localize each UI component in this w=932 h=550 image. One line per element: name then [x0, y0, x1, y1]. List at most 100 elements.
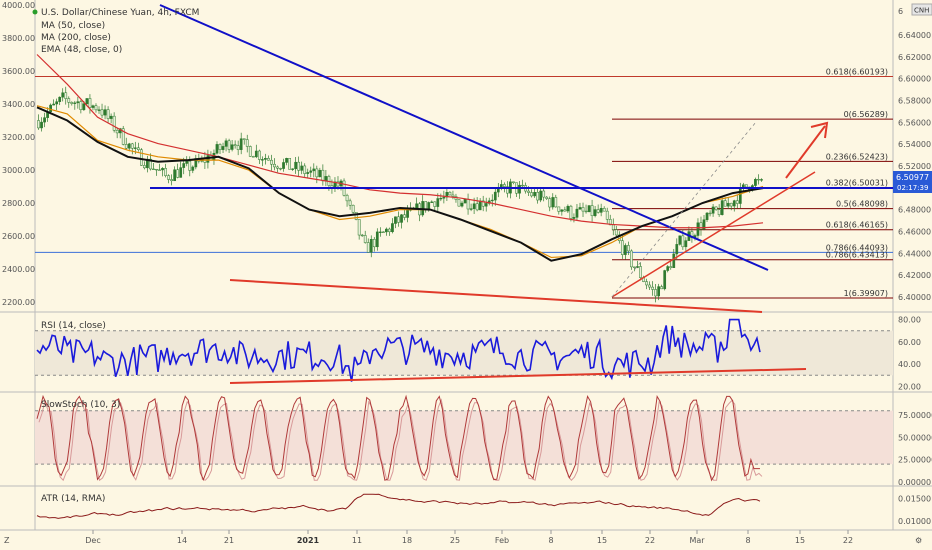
candle-body: [315, 168, 319, 178]
candle-body: [348, 200, 352, 206]
rsi-tick-label: 40.00: [898, 360, 921, 369]
blue-descending-trendline[interactable]: [159, 4, 769, 271]
candle-body: [321, 169, 325, 182]
candle-body: [593, 209, 597, 217]
price-right-tick-label: 6.52000: [898, 162, 931, 171]
fib-level-label: 0.5(6.48098): [836, 200, 888, 209]
candle-body: [645, 281, 648, 286]
candle-body: [191, 166, 195, 171]
indicator-legend-2[interactable]: MA (200, close): [41, 33, 111, 43]
x-tick-label: Mar: [689, 536, 705, 545]
stoch-tick-label: 25.00000: [898, 456, 932, 465]
fib-level-label: 0.786(6.43413): [826, 251, 888, 260]
candle-body: [675, 244, 679, 255]
candle-body: [357, 219, 361, 236]
candle-body: [345, 195, 349, 202]
candle-body: [448, 191, 452, 196]
price-right-tick-label: 6.42000: [898, 271, 931, 280]
candle-body: [143, 165, 146, 169]
x-tick-label: 2021: [297, 536, 320, 545]
settings-icon[interactable]: ⚙: [915, 536, 922, 545]
price-left-tick-label: 3200.00: [2, 133, 35, 142]
stoch-signal-line[interactable]: [38, 398, 763, 482]
x-tick-label: Dec: [85, 536, 100, 545]
x-tick-label: 8: [548, 536, 553, 545]
candle-body: [218, 144, 222, 150]
candle-body: [518, 184, 521, 194]
candle-body: [58, 96, 62, 102]
candle-body: [451, 194, 455, 197]
atr-legend[interactable]: ATR (14, RMA): [41, 494, 105, 504]
candle-body: [493, 191, 497, 201]
candle-body: [70, 102, 74, 104]
candle-body: [545, 196, 549, 199]
atr-tick-label: 0.01500: [898, 495, 931, 504]
candle-body: [176, 169, 180, 178]
last-price-tag: [893, 171, 932, 193]
rsi-legend[interactable]: RSI (14, close): [41, 321, 106, 331]
x-tick-label: 21: [224, 536, 234, 545]
candle-body: [760, 179, 763, 181]
indicator-legend-3[interactable]: EMA (48, close, 0): [41, 45, 122, 55]
candle-body: [696, 222, 700, 236]
candle-body: [587, 205, 591, 212]
stoch-line[interactable]: [36, 394, 760, 482]
candle-body: [663, 270, 667, 290]
price-right-tick-label: 6.54000: [898, 140, 931, 149]
currency-badge[interactable]: [911, 3, 932, 16]
candle-body: [73, 102, 77, 104]
candle-body: [717, 209, 721, 215]
candle-body: [185, 160, 189, 164]
candle-body: [354, 211, 358, 220]
last-price-label: 6.50977: [896, 173, 929, 182]
candle-body: [554, 197, 558, 208]
rsi-line[interactable]: [36, 318, 761, 382]
forecast-arrow[interactable]: [785, 125, 826, 179]
candle-body: [436, 198, 440, 207]
price-right-tick-label: 6.60000: [898, 75, 931, 84]
atr-line[interactable]: [36, 493, 761, 519]
candle-body: [530, 192, 533, 197]
candle-body: [152, 168, 155, 170]
rsi-trendline[interactable]: [229, 368, 807, 384]
candle-body: [236, 145, 240, 150]
candle-body: [566, 205, 570, 212]
candle-body: [167, 175, 170, 180]
axis-corner-left[interactable]: Z: [4, 536, 10, 545]
candle-body: [478, 200, 482, 211]
candle-body: [188, 160, 192, 171]
candle-body: [224, 140, 228, 147]
candle-body: [400, 214, 403, 223]
candle-body: [720, 200, 724, 215]
candle-body: [442, 196, 446, 199]
candle-body: [660, 286, 664, 290]
candle-body: [230, 144, 234, 150]
candle-body: [378, 231, 382, 233]
candle-body: [506, 186, 509, 194]
red-lower-trendline[interactable]: [229, 279, 763, 313]
candle-body: [227, 140, 231, 150]
rsi-tick-label: 60.00: [898, 338, 921, 347]
fib-level-label: 0.786(6.44093): [826, 243, 888, 252]
indicator-legend-1[interactable]: MA (50, close): [41, 21, 105, 31]
candle-body: [551, 197, 555, 208]
stoch-legend[interactable]: SlowStoch (10, 3): [41, 400, 120, 410]
candle-body: [303, 165, 307, 174]
candle-body: [67, 98, 71, 103]
candle-body: [651, 286, 654, 290]
candle-body: [735, 200, 739, 204]
candle-body: [94, 105, 98, 111]
candle-body: [699, 222, 703, 230]
price-left-tick-label: 2400.00: [2, 265, 35, 274]
price-left-tick-label: 3000.00: [2, 166, 35, 175]
candle-body: [261, 159, 264, 161]
candle-body: [666, 266, 670, 271]
candle-body: [542, 190, 546, 198]
candle-body: [324, 176, 328, 182]
red-rising-trendline[interactable]: [611, 171, 816, 298]
candle-body: [490, 199, 494, 202]
forecast-arrow-head: [810, 121, 829, 139]
ma-line-3[interactable]: [36, 106, 764, 262]
candle-body: [363, 235, 367, 243]
